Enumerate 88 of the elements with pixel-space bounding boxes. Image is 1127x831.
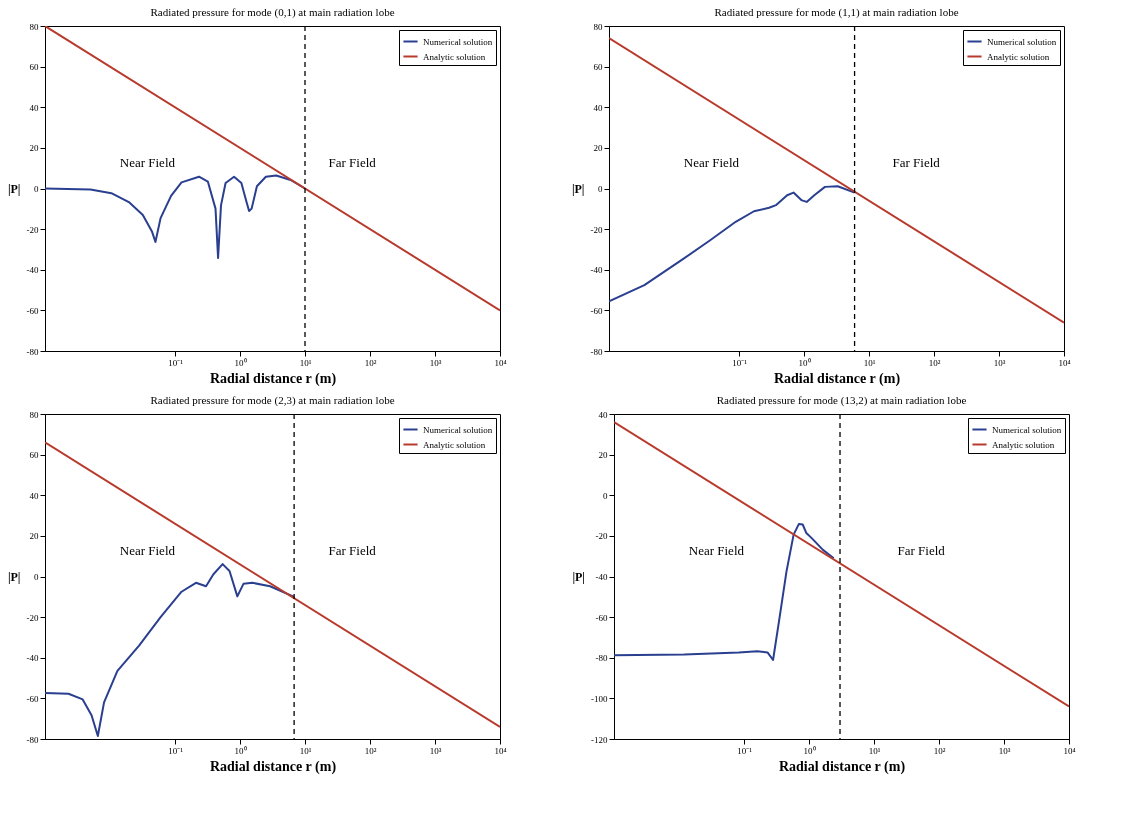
x-tick-label: 10⁻¹ [737,745,753,756]
x-tick-label: 10⁴ [1058,357,1071,368]
chart-title: Radiated pressure for mode (13,2) at main radiation lobe [716,394,967,407]
y-tick-label: 0 [34,184,39,194]
chart-title: Radiated pressure for mode (0,1) at main radiation lobe [150,6,395,19]
y-tick-label: -60 [26,693,39,704]
legend-label: Numerical solution [423,36,493,47]
x-tick-label: 10⁴ [1063,745,1076,756]
x-tick-label: 10² [933,745,946,756]
y-tick-label: 20 [598,450,608,461]
x-tick-label: 10⁻¹ [168,745,184,756]
y-tick-label: -80 [590,346,603,357]
y-tick-label: 60 [29,450,39,461]
annotation: Near Field [688,542,745,558]
x-tick-label: 10¹ [299,357,312,368]
y-tick-label: 80 [29,21,39,32]
legend-label: Analytic solution [987,51,1050,62]
y-axis-title: |P| [7,570,21,584]
x-tick-label: 10³ [998,745,1011,756]
annotation: Far Field [328,154,377,170]
legend-label: Analytic solution [423,439,486,450]
x-tick-label: 10³ [429,357,442,368]
x-tick-label: 10⁰ [798,357,811,368]
y-tick-label: -60 [26,305,39,316]
chart-title: Radiated pressure for mode (2,3) at main radiation lobe [150,394,395,407]
y-tick-label: 40 [598,409,608,420]
x-tick-label: 10³ [429,745,442,756]
x-tick-label: 10¹ [299,745,312,756]
y-tick-label: -100 [591,693,608,704]
chart-title: Radiated pressure for mode (1,1) at main radiation lobe [714,6,959,19]
y-tick-label: -20 [590,224,603,235]
legend-label: Numerical solution [992,424,1062,435]
y-tick-label: 60 [593,62,603,73]
y-tick-label: 0 [34,572,39,582]
y-tick-label: 80 [29,409,39,420]
x-tick-label: 10² [928,357,941,368]
x-tick-label: 10² [364,745,377,756]
legend-label: Analytic solution [423,51,486,62]
annotation: Far Field [897,542,946,558]
legend-label: Analytic solution [992,439,1055,450]
legend-label: Numerical solution [423,424,493,435]
y-tick-label: -80 [26,346,39,357]
y-tick-label: 80 [593,21,603,32]
y-tick-label: -40 [26,265,39,276]
x-axis-title: Radial distance r (m) [209,370,337,387]
y-tick-label: 40 [29,102,39,113]
y-axis-title: |P| [571,182,585,196]
y-axis-title: |P| [7,182,21,196]
x-tick-label: 10⁴ [494,357,507,368]
y-tick-label: -60 [590,305,603,316]
y-tick-label: -20 [26,612,39,623]
y-tick-label: -60 [595,612,608,623]
x-tick-label: 10⁻¹ [168,357,184,368]
annotation: Near Field [683,154,740,170]
y-tick-label: 40 [29,490,39,501]
x-axis-title: Radial distance r (m) [773,370,901,387]
x-tick-label: 10⁰ [234,357,247,368]
y-tick-label: -80 [26,734,39,745]
y-tick-label: 20 [29,143,39,154]
y-tick-label: 0 [603,490,608,501]
x-tick-label: 10¹ [868,745,881,756]
y-tick-label: -120 [591,734,608,745]
y-tick-label: -40 [26,653,39,664]
x-tick-label: 10² [364,357,377,368]
y-tick-label: -20 [26,224,39,235]
x-tick-label: 10⁰ [803,745,816,756]
annotation: Far Field [328,542,377,558]
x-axis-title: Radial distance r (m) [209,758,337,775]
annotation: Near Field [119,154,176,170]
y-tick-label: -40 [590,265,603,276]
y-tick-label: -80 [595,653,608,664]
x-axis-title: Radial distance r (m) [778,758,906,775]
x-tick-label: 10⁰ [234,745,247,756]
x-tick-label: 10⁴ [494,745,507,756]
y-tick-label: -20 [595,531,608,542]
x-tick-label: 10¹ [863,357,876,368]
x-tick-label: 10⁻¹ [732,357,748,368]
y-tick-label: 40 [593,102,603,113]
annotation: Far Field [892,154,941,170]
y-tick-label: -40 [595,572,608,582]
y-tick-label: 20 [29,531,39,542]
x-tick-label: 10³ [993,357,1006,368]
y-tick-label: 60 [29,62,39,73]
y-axis-title: |P| [572,570,585,584]
legend-label: Numerical solution [987,36,1057,47]
annotation: Near Field [119,542,176,558]
y-tick-label: 0 [598,184,603,194]
y-tick-label: 20 [593,143,603,154]
